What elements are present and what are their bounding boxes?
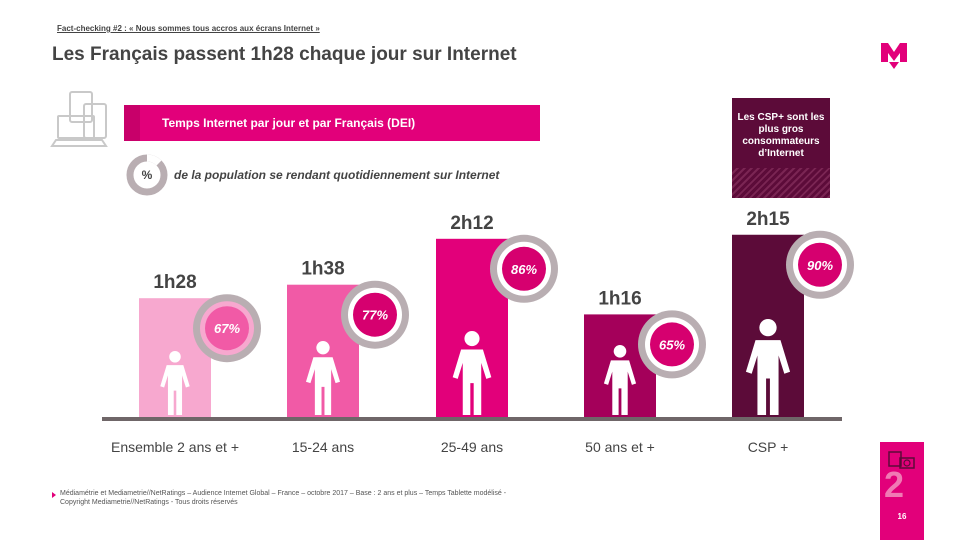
person-cap-icon (305, 341, 341, 415)
source-line-1: Médiamétrie et Mediametrie//NetRatings –… (60, 490, 507, 497)
csp-callout-box (732, 98, 830, 198)
devices-icon (50, 91, 108, 147)
chart-banner (124, 105, 540, 141)
banner-label: Temps Internet par jour et par Français … (162, 116, 416, 130)
reach-pct-label: 77% (362, 308, 388, 323)
reach-pct-label: 65% (659, 337, 685, 352)
reach-donut-center (205, 306, 249, 351)
legend-symbol: % (142, 168, 153, 182)
category-label: 50 ans et + (585, 439, 655, 455)
reach-donut-center (353, 292, 397, 337)
reach-donut-center (502, 246, 546, 291)
person-cane-icon (603, 345, 637, 415)
page-number: 16 (897, 512, 907, 521)
value-label: 1h16 (598, 288, 641, 309)
person-child-icon (160, 351, 190, 415)
m-brand-logo-icon (881, 43, 907, 69)
kicker-link[interactable]: Fact-checking #2 : « Nous sommes tous ac… (57, 24, 320, 33)
reach-donut-center (798, 242, 842, 287)
reach-pct-label: 86% (511, 262, 537, 277)
value-label: 1h28 (153, 272, 196, 293)
value-label: 1h38 (301, 259, 344, 280)
section-tab: 2 16 (880, 442, 924, 540)
category-label: 15-24 ans (292, 439, 354, 455)
reach-donut-center (650, 322, 694, 367)
csp-callout-text: Les CSP+ sont les plus gros consommateur… (737, 112, 825, 159)
callout-stripes (732, 168, 830, 198)
devices-small-icon (888, 451, 915, 469)
section-number: 2 (884, 464, 905, 505)
page-title: Les Français passent 1h28 chaque jour su… (52, 44, 517, 65)
legend-donut-icon: % (126, 154, 168, 196)
value-label: 2h12 (450, 213, 493, 234)
source-bullet-icon (52, 492, 56, 498)
category-label: CSP + (748, 439, 789, 455)
source-line-2: Copyright Mediametrie//NetRatings - Tous… (60, 499, 238, 506)
reach-pct-label: 67% (214, 321, 240, 336)
category-label: Ensemble 2 ans et + (111, 439, 239, 455)
source-note: Médiamétrie et Mediametrie//NetRatings –… (60, 489, 506, 507)
value-label: 2h15 (746, 209, 790, 230)
reach-pct-label: 90% (807, 258, 833, 273)
legend-text: de la population se rendant quotidiennem… (174, 168, 500, 182)
person-tie-icon (745, 319, 791, 415)
category-label: 25-49 ans (441, 439, 503, 455)
person-glasses-icon (452, 331, 492, 415)
